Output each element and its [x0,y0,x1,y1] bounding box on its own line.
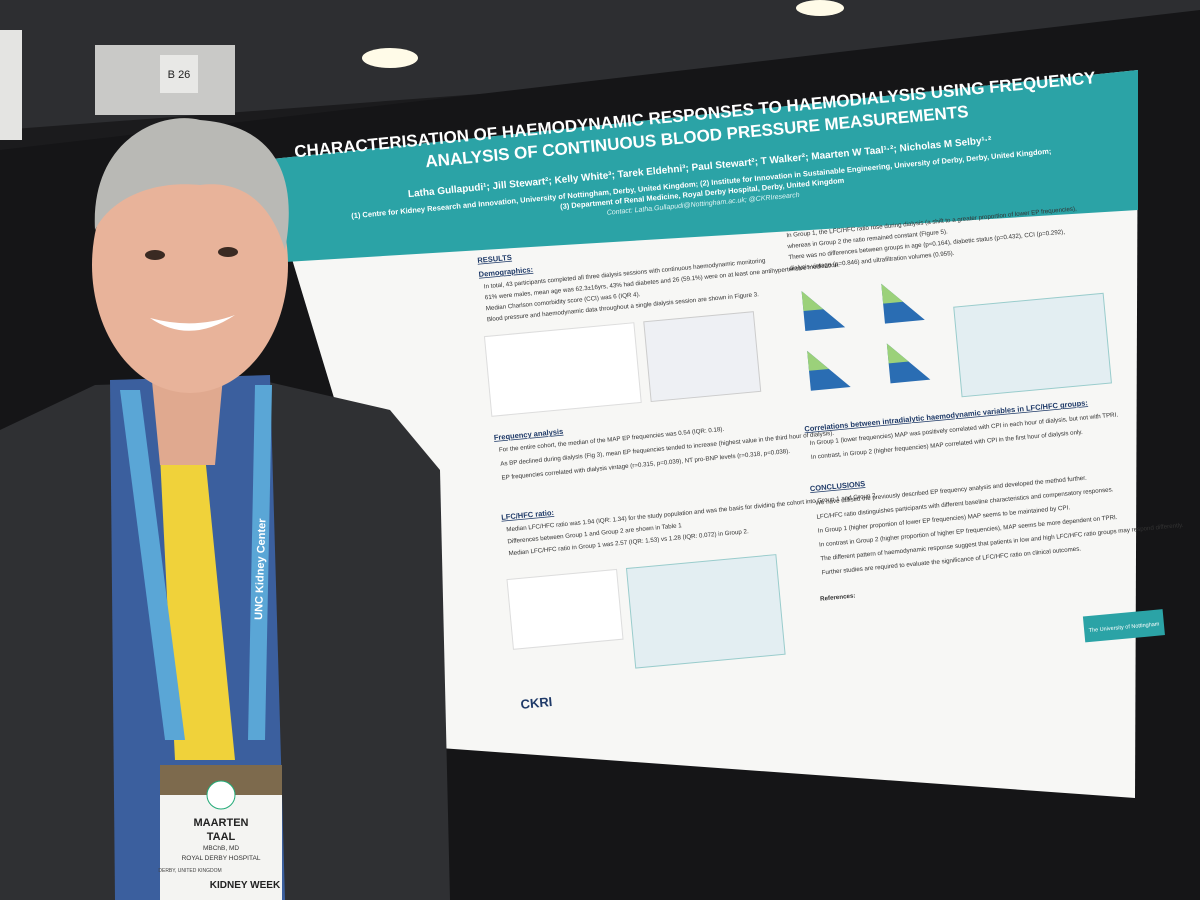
poster [262,70,1138,798]
ceiling-light [796,0,844,16]
figure-5 [506,568,624,650]
booth-number: B 26 [168,69,191,81]
section-heading: References: [820,592,856,602]
ceiling-light [362,48,418,68]
person: UNC Kidney Center MAARTEN TAAL MBChB, MD… [0,118,450,900]
smile [150,315,235,331]
table-1 [625,554,786,669]
logo: CKRI [520,694,553,712]
eye [218,247,238,257]
poster-header [262,70,1138,262]
figure-6 [801,283,931,391]
badge-logo [206,780,236,810]
badge-event: KIDNEY WEEK [210,880,281,891]
badge-degrees: MBChB, MD [203,845,239,852]
badge-location: DERBY, UNITED KINGDOM [158,868,221,874]
lanyard-text: UNC Kidney Center [253,518,269,621]
booth-sign [160,55,198,93]
ceiling [0,0,1200,130]
figure-4 [643,311,762,403]
logo-box [1082,609,1165,643]
figure-3 [483,322,642,417]
lanyard [248,385,272,740]
eye [145,250,165,260]
table-2 [953,292,1112,398]
badge-first-name: MAARTEN [194,817,249,829]
face [92,137,288,393]
hair [94,118,289,250]
tie [160,455,235,760]
side-panel [0,30,22,140]
badge-organisation: ROYAL DERBY HOSPITAL [182,855,261,862]
lanyard [120,390,185,740]
section-heading: RESULTS [477,253,512,265]
badge-last-name: TAAL [207,831,236,843]
